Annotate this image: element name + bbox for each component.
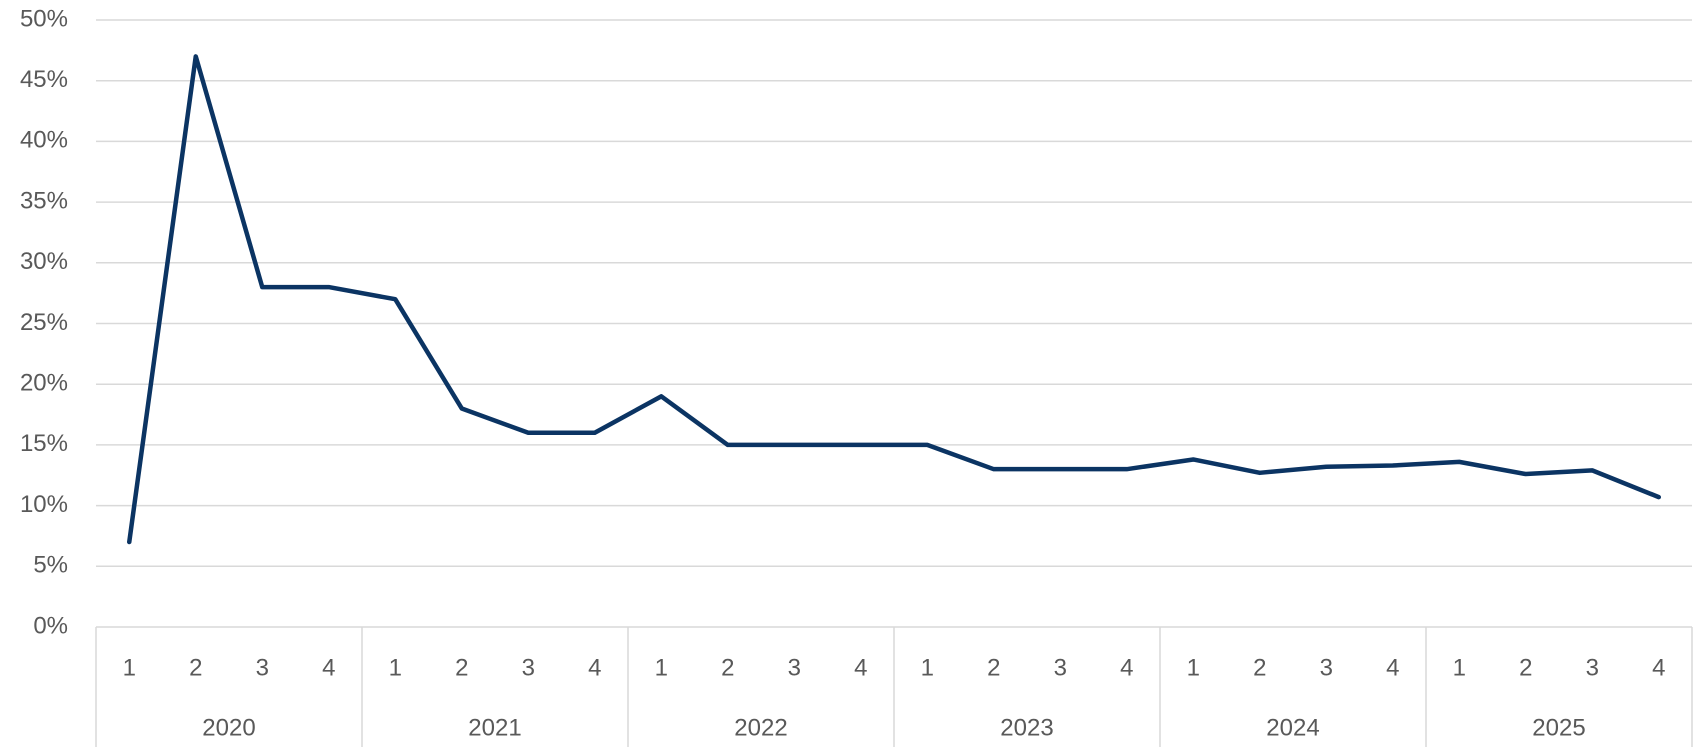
x-tick-label: 1	[1453, 654, 1466, 681]
y-tick-label: 20%	[20, 370, 68, 397]
x-tick-label: 1	[389, 654, 402, 681]
y-tick-label: 25%	[20, 309, 68, 336]
y-tick-label: 50%	[20, 5, 68, 32]
y-tick-label: 40%	[20, 127, 68, 154]
line	[127, 54, 1661, 545]
x-tick-label: 3	[256, 654, 269, 681]
y-tick-label: 35%	[20, 187, 68, 214]
x-tick-label: 4	[1120, 654, 1133, 681]
x-tick-label: 4	[854, 654, 867, 681]
x-tick-label: 2	[1253, 654, 1266, 681]
x-tick-label: 3	[788, 654, 801, 681]
x-group-label: 2023	[1000, 714, 1053, 741]
x-tick-label: 4	[1386, 654, 1399, 681]
x-tick-label: 1	[921, 654, 934, 681]
x-tick-label: 1	[1187, 654, 1200, 681]
x-tick-label: 2	[1519, 654, 1532, 681]
x-group-label: 2021	[468, 714, 521, 741]
y-tick-label: 10%	[20, 491, 68, 518]
y-tick-label: 0%	[33, 612, 68, 639]
x-group-label: 2022	[734, 714, 787, 741]
y-tick-label: 5%	[33, 552, 68, 579]
y-tick-label: 45%	[20, 66, 68, 93]
x-group-label: 2024	[1266, 714, 1319, 741]
y-tick-label: 15%	[20, 430, 68, 457]
x-tick-label: 3	[1320, 654, 1333, 681]
x-tick-label: 1	[655, 654, 668, 681]
x-tick-label: 3	[1054, 654, 1067, 681]
x-group-label: 2025	[1532, 714, 1585, 741]
x-tick-label: 2	[455, 654, 468, 681]
x-tick-label: 4	[588, 654, 601, 681]
y-tick-label: 30%	[20, 248, 68, 275]
x-tick-label: 1	[123, 654, 136, 681]
x-tick-label: 2	[189, 654, 202, 681]
x-tick-label: 3	[522, 654, 535, 681]
x-tick-label: 4	[322, 654, 335, 681]
x-tick-label: 4	[1652, 654, 1665, 681]
x-tick-label: 2	[987, 654, 1000, 681]
x-group-label: 2020	[202, 714, 255, 741]
x-tick-label: 3	[1586, 654, 1599, 681]
x-tick-label: 2	[721, 654, 734, 681]
